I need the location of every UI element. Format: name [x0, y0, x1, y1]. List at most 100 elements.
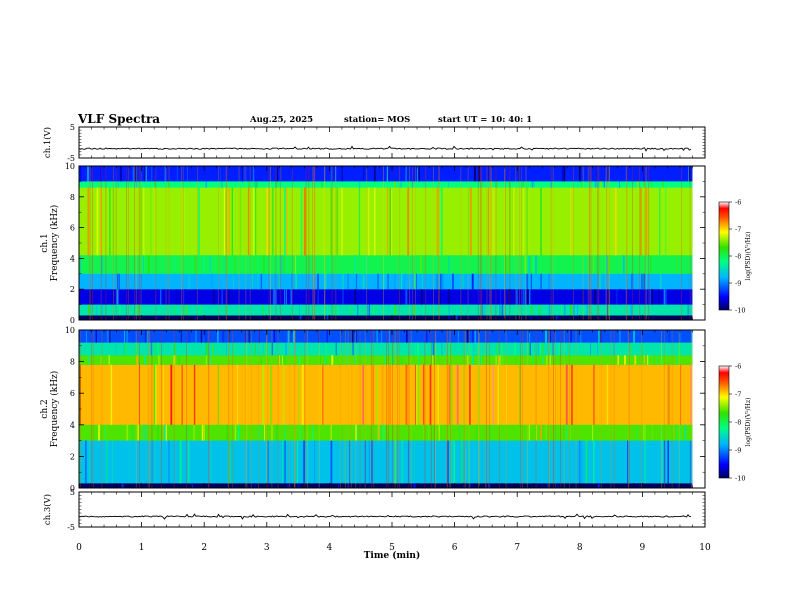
- y-tick-label: 6: [70, 224, 75, 233]
- spectrogram-streak: [118, 273, 120, 290]
- spectrogram-streak: [606, 483, 608, 488]
- spectrogram-sferic: [434, 330, 435, 488]
- spectrogram-streak: [308, 483, 311, 488]
- spectrogram-streak: [209, 355, 211, 365]
- spectrogram-streak: [448, 364, 450, 425]
- spectrogram-streak: [325, 355, 326, 365]
- spectrogram-sferic: [399, 166, 401, 320]
- spectrogram-streak: [109, 187, 111, 256]
- spectrogram-streak: [408, 181, 410, 188]
- spectrogram-streak: [124, 342, 127, 356]
- spectrogram-streak: [284, 255, 287, 274]
- spectrogram-sferic: [155, 166, 157, 320]
- spectrogram-streak: [145, 166, 147, 182]
- spectrogram-streak: [190, 181, 192, 188]
- spectrogram-streak: [292, 440, 294, 484]
- spectrogram-streak: [137, 304, 139, 316]
- spectrogram-streak: [285, 289, 287, 305]
- spectrogram-sferic: [355, 330, 357, 488]
- spectrogram-streak: [337, 483, 339, 488]
- spectrogram-streak: [184, 289, 187, 305]
- spectrogram-streak: [542, 342, 544, 356]
- spectrogram-streak: [394, 289, 397, 305]
- spectrogram-sferic: [415, 166, 417, 320]
- spectrogram-streak: [248, 181, 250, 188]
- spectrogram-streak: [612, 424, 614, 441]
- spectrogram-streak: [85, 440, 87, 484]
- spectrogram-sferic: [515, 166, 517, 320]
- spectrogram-streak: [470, 187, 472, 256]
- spectrogram-streak: [668, 330, 670, 343]
- spectrogram-streak: [482, 181, 483, 188]
- spectrogram-streak: [499, 304, 501, 316]
- spectrogram-streak: [287, 330, 290, 343]
- spectrogram-streak: [423, 364, 425, 425]
- spectrogram-streak: [474, 166, 476, 182]
- spectrogram-streak: [582, 289, 585, 305]
- spectrogram-band: [79, 424, 693, 441]
- y-ticks-panel-4: 5 -5: [67, 488, 705, 532]
- spectrogram-streak: [157, 424, 159, 441]
- spectrogram-streak: [125, 315, 128, 320]
- spectrogram-streak: [242, 483, 244, 488]
- spectrogram-sferic: [689, 166, 691, 320]
- spectrogram-streak: [643, 355, 645, 365]
- spectrogram-sferic: [244, 330, 246, 488]
- spectrogram-streak: [96, 187, 99, 256]
- x-tick-label: 0: [76, 543, 82, 553]
- spectrogram-streak: [347, 355, 348, 365]
- spectrogram-streak: [593, 440, 595, 484]
- spectrogram-streak: [104, 181, 106, 188]
- spectrogram-streak: [135, 181, 137, 188]
- spectrogram-streak: [292, 330, 295, 343]
- spectrogram-sferic: [139, 330, 140, 488]
- spectrogram-streak: [193, 364, 196, 425]
- spectrogram-streak: [266, 187, 269, 256]
- spectrogram-streak: [271, 424, 273, 441]
- spectrogram-sferic: [324, 166, 326, 320]
- spectrogram-streak: [79, 166, 81, 182]
- spectrogram-sferic: [582, 166, 584, 320]
- spectrogram-sferic: [550, 166, 552, 320]
- spectrogram-streak: [333, 304, 335, 316]
- spectrogram-streak: [532, 181, 535, 188]
- spectrogram-streak: [294, 355, 297, 365]
- spectrogram-streak: [423, 424, 425, 441]
- spectrogram-streak: [528, 330, 531, 343]
- spectrogram-streak: [391, 342, 393, 356]
- spectrogram-streak: [355, 273, 358, 290]
- spectrogram-streak: [181, 364, 183, 425]
- spectrogram-sferic: [467, 166, 469, 320]
- spectrogram-sferic: [89, 166, 91, 320]
- spectrogram-streak: [660, 424, 661, 441]
- spectrogram-streak: [496, 181, 498, 188]
- spectrogram-streak: [152, 440, 154, 484]
- spectrogram-streak: [261, 424, 263, 441]
- spectrogram-streak: [658, 289, 660, 305]
- spectrogram-streak: [583, 483, 584, 488]
- spectrogram-streak: [571, 364, 573, 425]
- spectrogram-streak: [275, 181, 278, 188]
- spectrogram-sferic: [275, 166, 277, 320]
- spectrogram-streak: [95, 304, 98, 316]
- spectrogram-streak: [580, 181, 582, 188]
- y-tick-label: -5: [67, 154, 75, 163]
- colorbar-tick-label: -9: [735, 447, 741, 455]
- spectrogram-streak: [676, 355, 678, 365]
- spectrogram-streak: [401, 440, 403, 484]
- spectrogram-streak: [383, 273, 385, 290]
- spectrogram-streak: [399, 289, 401, 305]
- spectrogram-streak: [441, 342, 443, 356]
- spectrogram-streak: [154, 187, 157, 256]
- spectrogram-streak: [147, 330, 148, 343]
- spectrogram-streak: [95, 330, 97, 343]
- spectrogram-streak: [631, 273, 634, 290]
- spectrogram-sferic: [569, 330, 571, 488]
- spectrogram-streak: [597, 315, 599, 320]
- spectrogram-streak: [135, 342, 138, 356]
- spectrogram-streak: [300, 187, 303, 256]
- spectrogram-streak: [100, 187, 102, 256]
- spectrogram-streak: [371, 440, 374, 484]
- spectrogram-sferic: [522, 330, 523, 488]
- spectrogram-streak: [115, 483, 118, 488]
